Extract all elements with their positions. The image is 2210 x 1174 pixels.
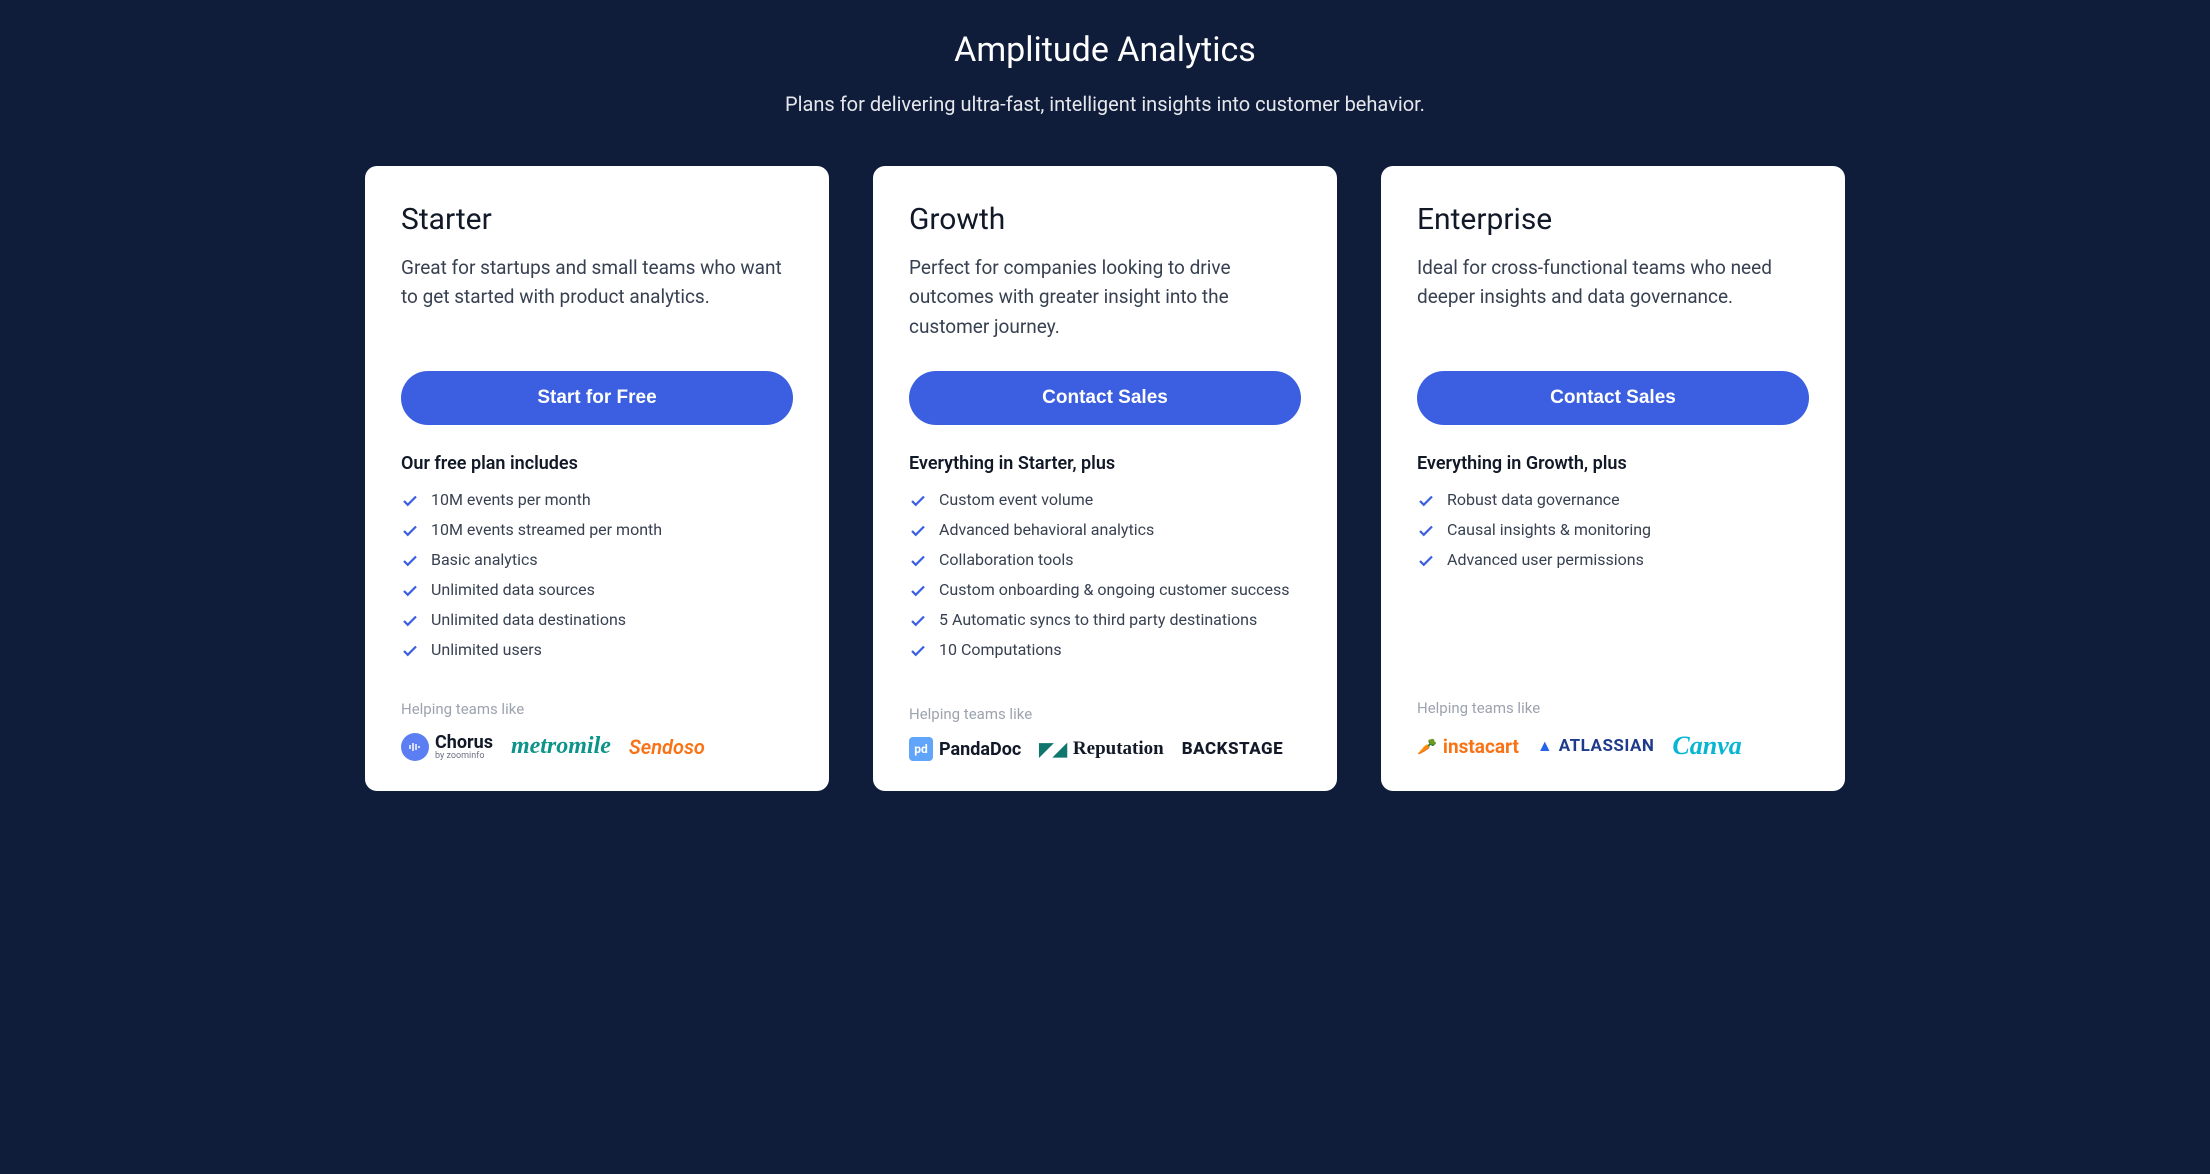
- page-subtitle: Plans for delivering ultra-fast, intelli…: [25, 92, 2185, 116]
- check-icon: [1417, 552, 1435, 570]
- contact-sales-button[interactable]: Contact Sales: [909, 371, 1301, 425]
- check-icon: [909, 522, 927, 540]
- check-icon: [401, 552, 419, 570]
- plan-name: Enterprise: [1417, 202, 1809, 237]
- contact-sales-button[interactable]: Contact Sales: [1417, 371, 1809, 425]
- feature-text: Advanced behavioral analytics: [939, 520, 1154, 539]
- check-icon: [909, 642, 927, 660]
- chorus-icon: [401, 733, 429, 761]
- plan-description: Great for startups and small teams who w…: [401, 253, 793, 343]
- feature-item: Robust data governance: [1417, 490, 1809, 510]
- check-icon: [909, 492, 927, 510]
- helping-label: Helping teams like: [909, 705, 1301, 723]
- feature-text: 10M events streamed per month: [431, 520, 662, 539]
- features-heading: Our free plan includes: [401, 453, 793, 474]
- features-heading: Everything in Growth, plus: [1417, 453, 1809, 474]
- feature-item: Custom event volume: [909, 490, 1301, 510]
- feature-item: Causal insights & monitoring: [1417, 520, 1809, 540]
- feature-item: 10 Computations: [909, 640, 1301, 660]
- logo-canva: Canva: [1672, 731, 1741, 761]
- feature-text: Custom event volume: [939, 490, 1093, 509]
- features-list: Custom event volume Advanced behavioral …: [909, 490, 1301, 675]
- plan-card-starter: Starter Great for startups and small tea…: [365, 166, 829, 791]
- helping-label: Helping teams like: [401, 700, 793, 718]
- feature-item: Unlimited data sources: [401, 580, 793, 600]
- logo-chorus: Chorusby zoominfo: [401, 732, 493, 761]
- helping-label: Helping teams like: [1417, 699, 1809, 717]
- logo-pandadoc: pd PandaDoc: [909, 737, 1021, 761]
- logo-text: ATLASSIAN: [1559, 736, 1655, 756]
- check-icon: [401, 642, 419, 660]
- logo-text: Reputation: [1073, 738, 1164, 760]
- logos-row: Chorusby zoominfo metromile Sendoso: [401, 732, 793, 761]
- feature-item: Advanced behavioral analytics: [909, 520, 1301, 540]
- feature-text: Robust data governance: [1447, 490, 1620, 509]
- feature-text: Advanced user permissions: [1447, 550, 1644, 569]
- logo-text: PandaDoc: [939, 739, 1021, 760]
- logos-row: 🥕 instacart ▲ ATLASSIAN Canva: [1417, 731, 1809, 761]
- feature-item: 5 Automatic syncs to third party destina…: [909, 610, 1301, 630]
- atlassian-icon: ▲: [1537, 736, 1553, 756]
- logo-instacart: 🥕 instacart: [1417, 735, 1519, 758]
- features-list: Robust data governance Causal insights &…: [1417, 490, 1809, 669]
- start-for-free-button[interactable]: Start for Free: [401, 371, 793, 425]
- feature-item: Collaboration tools: [909, 550, 1301, 570]
- plan-name: Growth: [909, 202, 1301, 237]
- check-icon: [401, 522, 419, 540]
- plan-description: Perfect for companies looking to drive o…: [909, 253, 1301, 343]
- logo-text: Chorusby zoominfo: [435, 732, 493, 761]
- feature-text: 5 Automatic syncs to third party destina…: [939, 610, 1257, 629]
- page-title: Amplitude Analytics: [25, 30, 2185, 70]
- logo-metromile: metromile: [511, 733, 611, 760]
- feature-text: Custom onboarding & ongoing customer suc…: [939, 580, 1290, 599]
- feature-text: 10M events per month: [431, 490, 591, 509]
- feature-item: Unlimited data destinations: [401, 610, 793, 630]
- features-heading: Everything in Starter, plus: [909, 453, 1301, 474]
- features-list: 10M events per month 10M events streamed…: [401, 490, 793, 670]
- plans-container: Starter Great for startups and small tea…: [365, 166, 1845, 791]
- feature-text: Unlimited data destinations: [431, 610, 626, 629]
- feature-text: Basic analytics: [431, 550, 538, 569]
- check-icon: [1417, 492, 1435, 510]
- check-icon: [401, 492, 419, 510]
- plan-card-growth: Growth Perfect for companies looking to …: [873, 166, 1337, 791]
- check-icon: [401, 612, 419, 630]
- logo-reputation: ◤◢ Reputation: [1039, 738, 1163, 760]
- feature-item: Custom onboarding & ongoing customer suc…: [909, 580, 1301, 600]
- logo-atlassian: ▲ ATLASSIAN: [1537, 736, 1655, 756]
- plan-card-enterprise: Enterprise Ideal for cross-functional te…: [1381, 166, 1845, 791]
- feature-item: Advanced user permissions: [1417, 550, 1809, 570]
- logo-backstage: BACKSTAGE: [1182, 739, 1283, 759]
- check-icon: [909, 552, 927, 570]
- feature-item: Unlimited users: [401, 640, 793, 660]
- feature-item: Basic analytics: [401, 550, 793, 570]
- pandadoc-icon: pd: [909, 737, 933, 761]
- plan-name: Starter: [401, 202, 793, 237]
- feature-text: Unlimited users: [431, 640, 542, 659]
- reputation-icon: ◤◢: [1039, 739, 1067, 760]
- logo-sendoso: Sendoso: [629, 735, 705, 759]
- feature-item: 10M events streamed per month: [401, 520, 793, 540]
- plan-description: Ideal for cross-functional teams who nee…: [1417, 253, 1809, 343]
- check-icon: [401, 582, 419, 600]
- feature-text: Collaboration tools: [939, 550, 1073, 569]
- feature-text: 10 Computations: [939, 640, 1062, 659]
- feature-text: Unlimited data sources: [431, 580, 595, 599]
- feature-item: 10M events per month: [401, 490, 793, 510]
- carrot-icon: 🥕: [1417, 737, 1437, 756]
- logo-text: instacart: [1443, 735, 1519, 758]
- feature-text: Causal insights & monitoring: [1447, 520, 1651, 539]
- check-icon: [909, 612, 927, 630]
- check-icon: [1417, 522, 1435, 540]
- logos-row: pd PandaDoc ◤◢ Reputation BACKSTAGE: [909, 737, 1301, 761]
- check-icon: [909, 582, 927, 600]
- page-header: Amplitude Analytics Plans for delivering…: [25, 30, 2185, 116]
